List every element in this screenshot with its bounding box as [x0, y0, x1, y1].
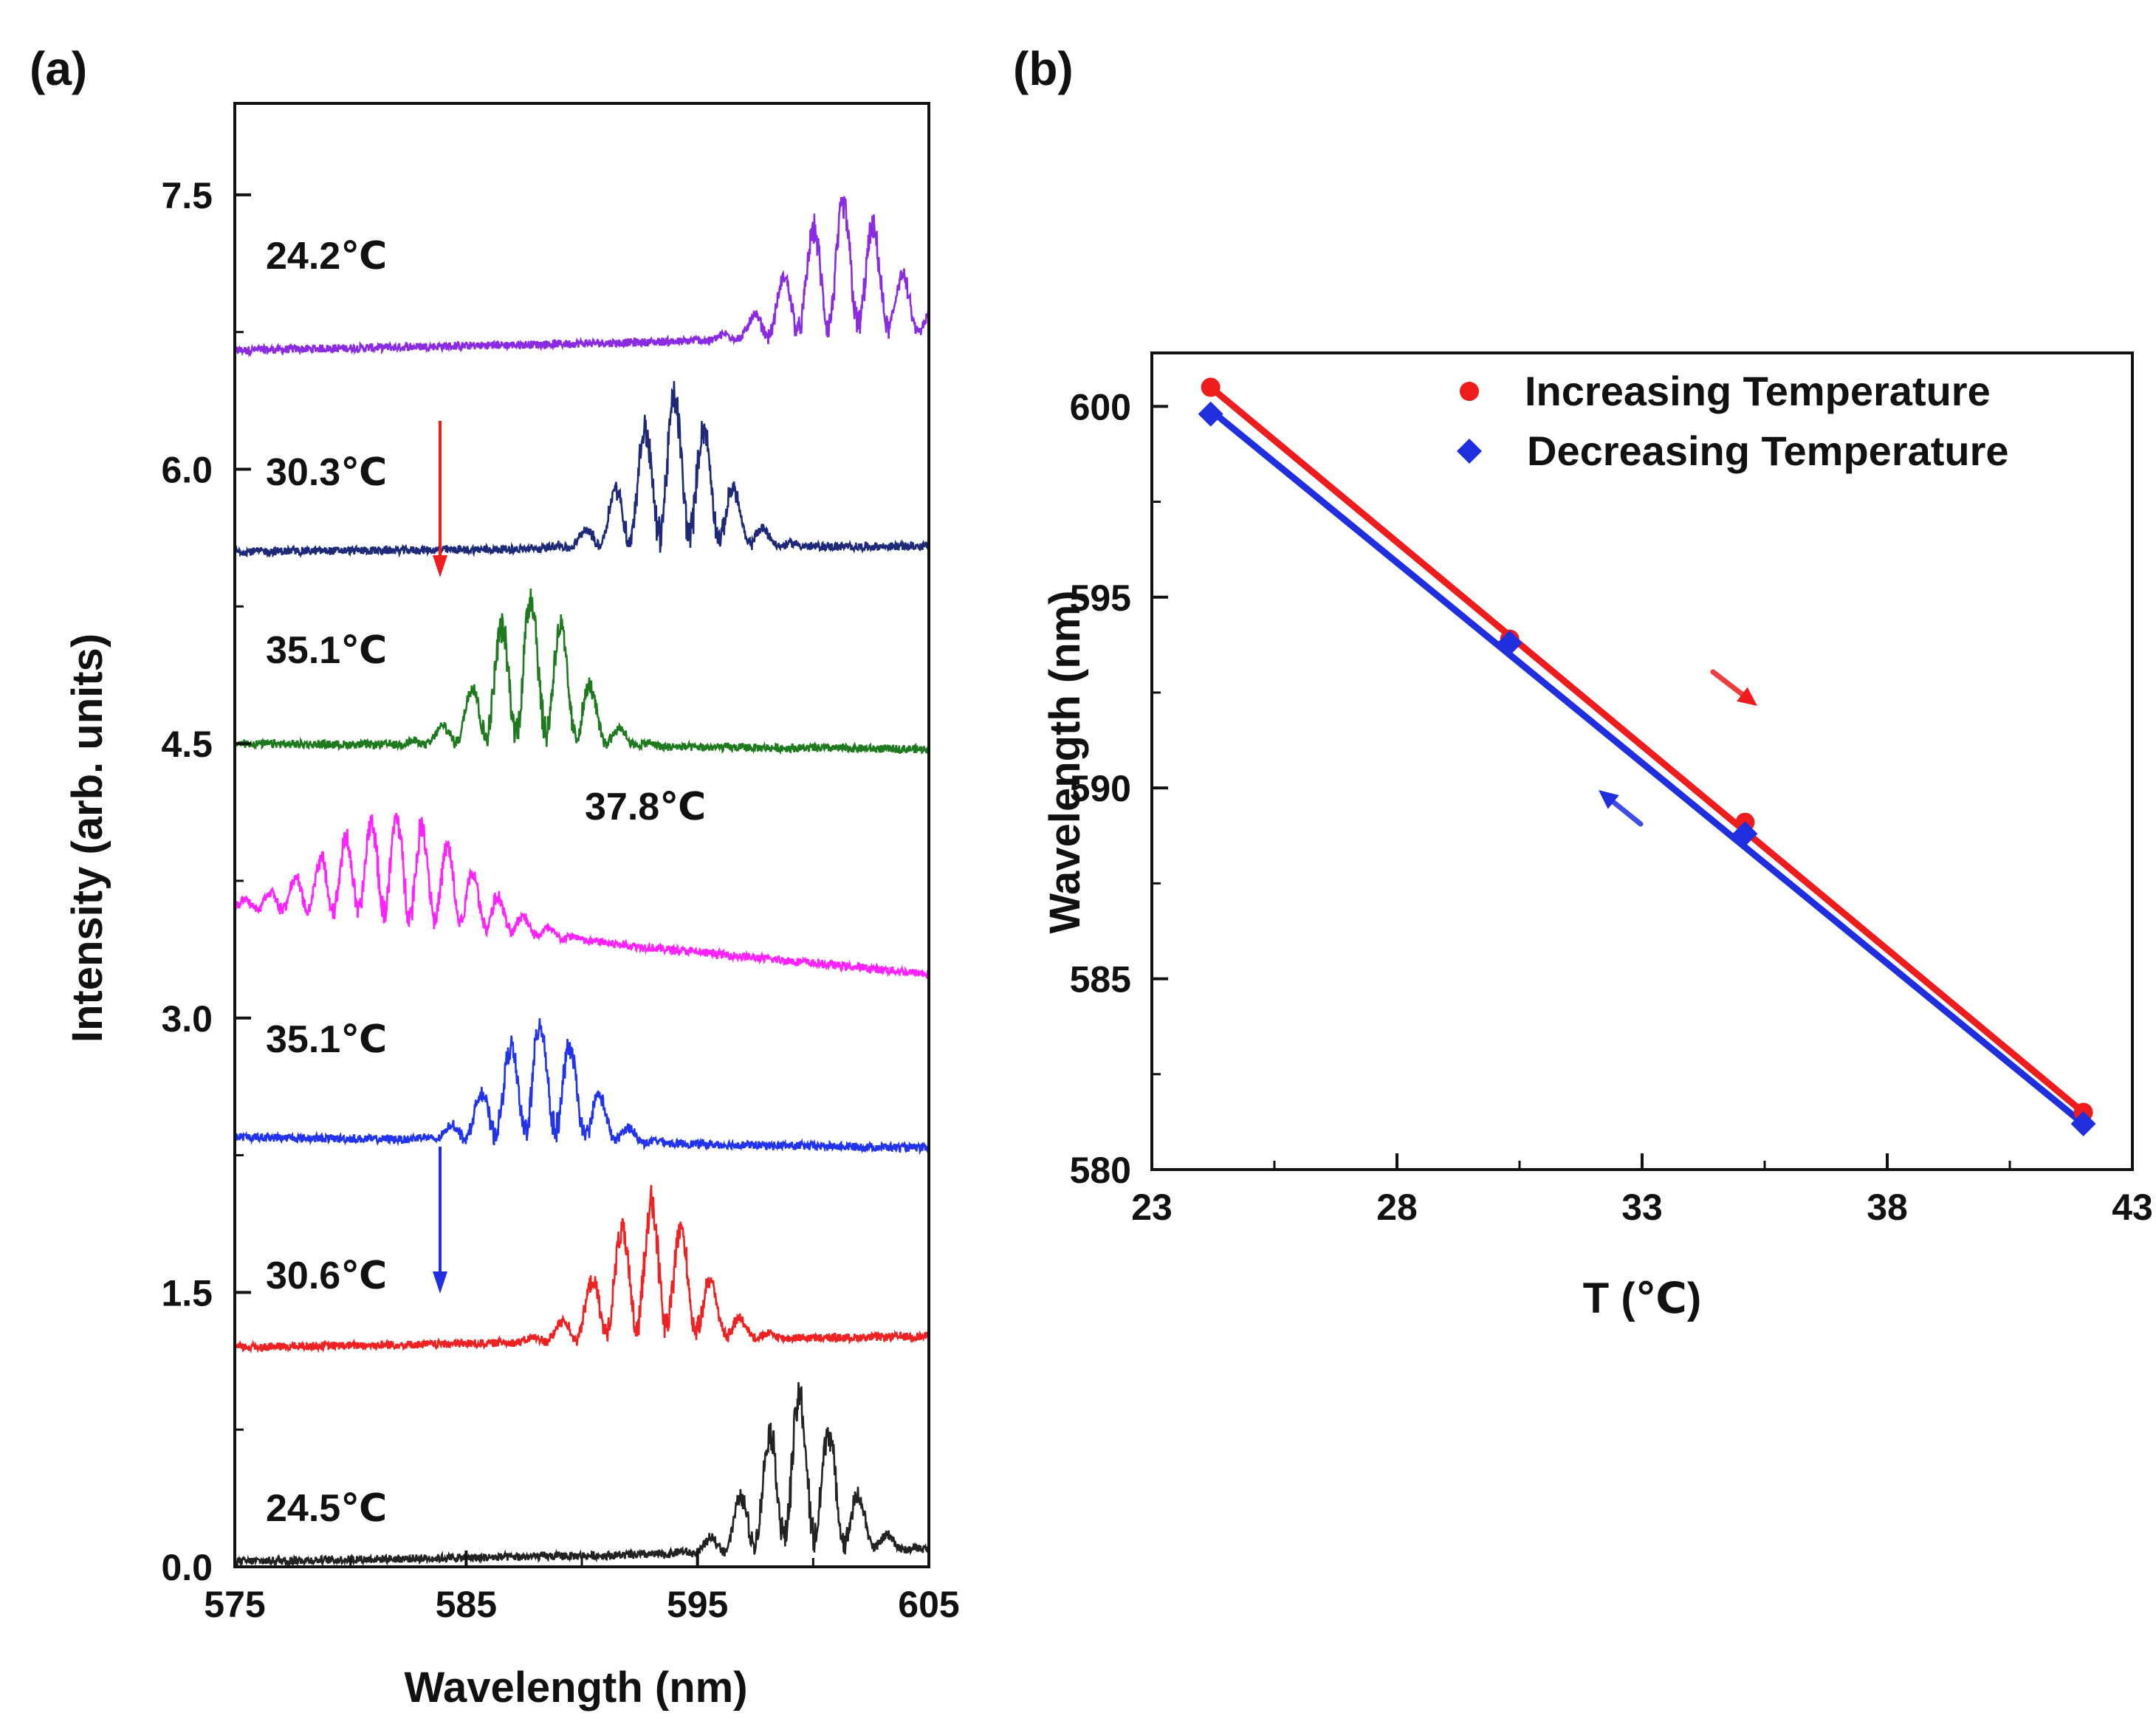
a-xtick-label-1: 585	[436, 1584, 497, 1625]
trace-2	[233, 588, 930, 755]
a-xtick-label-2: 595	[667, 1584, 728, 1625]
panel-a-x-axis-title: Wavelength (nm)	[404, 1664, 747, 1712]
b-xtick-label-2: 33	[1621, 1187, 1663, 1228]
point-decreasing-0	[1198, 401, 1223, 427]
b-ytick-label-1: 585	[1070, 959, 1131, 1000]
b-ytick-label-2: 590	[1070, 768, 1131, 809]
legend-decreasing-marker	[1457, 439, 1482, 464]
panel-b-y-ticks: 580 585 590 595 600	[1070, 386, 1168, 1191]
trace-label-5: 30.6℃	[266, 1254, 387, 1297]
arrow-increasing-head	[1737, 687, 1757, 706]
panel-b-label: (b)	[1013, 42, 1074, 95]
panel-b-x-axis-title: T (℃)	[1583, 1274, 1701, 1322]
panel-a-traces	[233, 196, 930, 1568]
fit-line-0	[1208, 385, 2086, 1115]
trace-6	[233, 1381, 930, 1568]
panel-a-x-ticks: 575 585 595 605	[204, 1551, 960, 1625]
point-decreasing-1	[1497, 630, 1522, 656]
trace-label-2: 35.1℃	[266, 629, 387, 672]
a-ytick-label-3: 4.5	[161, 724, 213, 765]
panel-b-y-axis-title: Wavelength (nm)	[1041, 590, 1089, 933]
a-xtick-label-0: 575	[204, 1584, 265, 1625]
panel-a-label: (a)	[30, 42, 87, 95]
a-ytick-label-4: 6.0	[161, 450, 213, 491]
trace-3	[233, 812, 930, 980]
panel-b-arrows	[1599, 669, 1757, 827]
legend-increasing-label: Increasing Temperature	[1525, 368, 1991, 414]
a-xtick-label-3: 605	[898, 1584, 959, 1625]
trace-0	[233, 196, 930, 358]
trace-5	[233, 1184, 930, 1354]
panel-b-markers	[1198, 377, 2096, 1136]
trace-4	[233, 1018, 930, 1156]
trace-label-1: 30.3℃	[266, 451, 387, 494]
legend-increasing-marker	[1460, 382, 1479, 401]
panel-b-x-ticks: 23 28 33 38 43	[1131, 1153, 2153, 1228]
b-xtick-label-1: 28	[1376, 1187, 1418, 1228]
b-xtick-label-3: 38	[1867, 1187, 1908, 1228]
panel-a: (a) 24.2℃30.3℃35.1℃37.8℃35.1℃30.6℃24.5℃ …	[30, 42, 960, 1712]
point-increasing-0	[1201, 377, 1221, 397]
trace-label-6: 24.5℃	[266, 1487, 387, 1530]
point-decreasing-3	[2070, 1111, 2096, 1136]
trace-1	[233, 381, 930, 559]
arrow-red-head	[433, 555, 447, 577]
trace-label-0: 24.2℃	[266, 235, 387, 278]
b-xtick-label-4: 43	[2112, 1187, 2153, 1228]
b-ytick-label-4: 600	[1070, 386, 1131, 428]
arrow-decreasing-head	[1599, 790, 1619, 809]
panel-b-fit-lines	[1208, 385, 2086, 1127]
panel-a-y-ticks: 0.0 1.5 3.0 4.5 6.0 7.5	[161, 175, 251, 1588]
panel-b: (b) Increasing Temperature Decreasing Te…	[1013, 42, 2153, 1322]
a-ytick-label-2: 3.0	[161, 998, 213, 1040]
a-ytick-label-5: 7.5	[161, 175, 213, 216]
b-xtick-label-0: 23	[1131, 1187, 1173, 1228]
fit-line-1	[1208, 408, 2086, 1127]
panel-a-trace-labels: 24.2℃ 30.3℃ 35.1℃ 37.8℃ 35.1℃ 30.6℃ 24.5℃	[266, 235, 706, 1530]
legend-decreasing-label: Decreasing Temperature	[1527, 428, 2009, 474]
a-ytick-label-1: 1.5	[161, 1272, 213, 1314]
trace-label-4: 35.1℃	[266, 1018, 387, 1061]
panel-a-arrows	[433, 421, 447, 1294]
trace-label-3: 37.8℃	[585, 786, 706, 828]
panel-b-legend: Increasing Temperature Decreasing Temper…	[1457, 368, 2009, 474]
b-ytick-label-3: 595	[1070, 577, 1131, 619]
panel-a-y-axis-title: Intensity (arb. units)	[63, 634, 111, 1043]
a-ytick-label-0: 0.0	[161, 1547, 213, 1588]
arrow-decreasing-shaft	[1610, 799, 1644, 827]
arrow-blue-head	[433, 1271, 447, 1294]
point-decreasing-2	[1732, 821, 1758, 847]
b-ytick-label-0: 580	[1070, 1150, 1131, 1191]
arrow-increasing-shaft	[1710, 669, 1745, 697]
